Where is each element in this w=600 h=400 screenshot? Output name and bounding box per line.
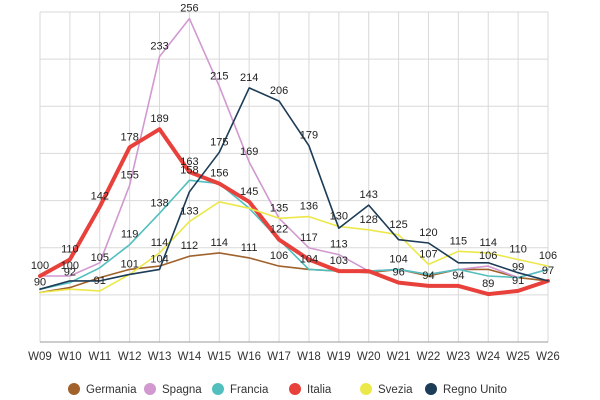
- data-label: 101: [120, 258, 138, 270]
- legend-swatch: [289, 383, 301, 395]
- legend-swatch: [68, 383, 80, 395]
- x-tick-label: W17: [267, 351, 291, 363]
- data-label: 110: [509, 244, 527, 256]
- data-label: 145: [240, 186, 258, 198]
- legend-swatch: [425, 383, 437, 395]
- data-label: 106: [539, 250, 557, 262]
- data-label: 94: [422, 270, 434, 282]
- x-tick-label: W15: [207, 351, 231, 363]
- data-label: 142: [91, 191, 109, 203]
- data-label: 122: [270, 224, 288, 236]
- legend-swatch: [212, 383, 224, 395]
- series-line-regno-unito: [39, 87, 549, 291]
- legend-label: Spagna: [162, 384, 202, 396]
- data-label: 94: [452, 270, 464, 282]
- series-line-francia: [39, 179, 549, 291]
- data-label: 189: [150, 113, 168, 125]
- data-label: 169: [240, 146, 258, 158]
- data-label: 206: [270, 85, 288, 97]
- data-label: 112: [181, 240, 199, 252]
- data-label: 130: [330, 211, 348, 223]
- data-label: 179: [300, 130, 318, 142]
- data-label: 155: [120, 169, 138, 181]
- data-label: 135: [270, 202, 288, 214]
- data-label: 233: [150, 41, 168, 53]
- data-label: 103: [330, 255, 348, 267]
- data-label: 107: [419, 248, 437, 260]
- series-line-svezia: [39, 201, 549, 294]
- data-label: 175: [210, 136, 228, 148]
- legend-swatch: [360, 383, 372, 395]
- data-label: 92: [64, 267, 76, 279]
- x-tick-label: W19: [327, 351, 351, 363]
- data-label: 104: [150, 253, 168, 265]
- data-label: 125: [389, 219, 407, 231]
- x-tick-label: W26: [536, 351, 560, 363]
- data-label: 215: [210, 70, 228, 82]
- x-tick-label: W13: [148, 351, 172, 363]
- data-label: 104: [389, 253, 407, 265]
- x-tick-label: W12: [118, 351, 142, 363]
- data-label: 156: [210, 168, 228, 180]
- data-label: 96: [392, 267, 404, 279]
- legend-label: Regno Unito: [443, 384, 507, 396]
- legend-swatch: [144, 383, 156, 395]
- data-label: 90: [34, 277, 46, 289]
- legend-label: Svezia: [378, 384, 413, 396]
- x-tick-label: W16: [237, 351, 261, 363]
- data-label: 119: [121, 229, 139, 241]
- data-label: 114: [479, 237, 497, 249]
- data-label: 114: [151, 237, 169, 249]
- x-tick-label: W22: [417, 351, 441, 363]
- data-label: 100: [31, 260, 49, 272]
- data-label: 89: [482, 278, 494, 290]
- x-tick-label: W21: [387, 351, 411, 363]
- x-tick-label: W10: [58, 351, 82, 363]
- data-label: 256: [180, 3, 198, 15]
- x-tick-label: W23: [447, 351, 471, 363]
- data-label: 117: [300, 232, 318, 244]
- data-label: 91: [512, 275, 524, 287]
- data-label: 115: [450, 235, 468, 247]
- data-label: 114: [211, 237, 229, 249]
- legend: Germania Spagna Francia Italia Svezia Regno U…: [68, 383, 507, 396]
- x-tick-label: W24: [476, 351, 500, 363]
- data-label: 97: [542, 265, 554, 277]
- data-label: 143: [360, 189, 378, 201]
- legend-label: Francia: [230, 384, 269, 396]
- data-label: 110: [61, 244, 79, 256]
- x-tick-label: W18: [297, 351, 321, 363]
- data-labels: 112 114 111 106 100 100 155 233 256 215 169 117 113 1…: [31, 3, 557, 291]
- data-label: 100: [61, 260, 79, 272]
- x-tick-label: W11: [88, 351, 111, 363]
- series-line-spagna: [39, 17, 549, 279]
- x-tick-label: W09: [28, 351, 52, 363]
- series-lines: [38, 17, 550, 297]
- data-label: 91: [94, 275, 106, 287]
- data-label: 105: [91, 252, 109, 264]
- legend-label: Italia: [307, 384, 332, 396]
- data-label: 136: [300, 201, 318, 213]
- x-axis-ticks: W09 W10 W11 W12 W13 W14 W15 W16 W17 W18 W19 W20 W21 W…: [28, 351, 560, 363]
- x-tick-label: W25: [506, 351, 530, 363]
- data-label: 158: [180, 164, 198, 176]
- x-tick-label: W14: [178, 351, 202, 363]
- data-label: 104: [300, 253, 318, 265]
- data-label: 138: [150, 197, 168, 209]
- data-label: 111: [241, 242, 258, 254]
- legend-label: Germania: [86, 384, 137, 396]
- data-label: 120: [419, 227, 437, 239]
- data-label: 178: [120, 131, 138, 143]
- data-label: 214: [240, 72, 258, 84]
- data-label: 128: [360, 214, 378, 226]
- data-label: 99: [512, 262, 524, 274]
- x-tick-label: W20: [357, 351, 381, 363]
- series-line-italia: [38, 127, 550, 297]
- data-label: 106: [270, 250, 288, 262]
- data-label: 163: [180, 156, 198, 168]
- data-label: 133: [180, 206, 198, 218]
- data-label: 113: [330, 239, 348, 251]
- data-label: 106: [479, 250, 497, 262]
